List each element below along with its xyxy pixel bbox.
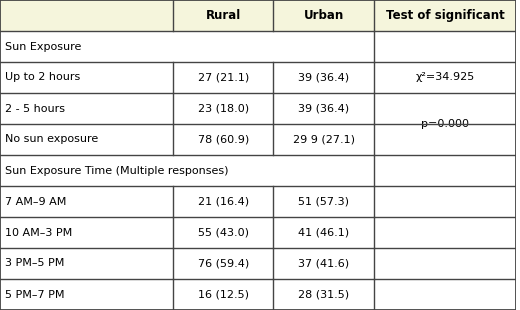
Text: 37 (41.6): 37 (41.6)	[298, 259, 349, 268]
Text: 29 9 (27.1): 29 9 (27.1)	[293, 135, 355, 144]
Text: Sun Exposure Time (Multiple responses): Sun Exposure Time (Multiple responses)	[5, 166, 229, 175]
Bar	[0, 155, 516, 186]
Text: 28 (31.5): 28 (31.5)	[298, 290, 349, 299]
Text: Urban: Urban	[304, 9, 344, 22]
Text: 5 PM–7 PM: 5 PM–7 PM	[5, 290, 64, 299]
Bar	[0, 31, 516, 62]
Bar	[274, 0, 374, 31]
Text: 27 (21.1): 27 (21.1)	[198, 73, 249, 82]
Bar	[374, 0, 516, 31]
Text: Test of significant: Test of significant	[386, 9, 504, 22]
Text: 76 (59.4): 76 (59.4)	[198, 259, 249, 268]
Text: 51 (57.3): 51 (57.3)	[298, 197, 349, 206]
Bar	[0, 217, 516, 248]
Text: p=0.000: p=0.000	[421, 119, 469, 129]
Bar	[0, 279, 516, 310]
Text: Up to 2 hours: Up to 2 hours	[5, 73, 81, 82]
Bar	[0, 186, 516, 217]
Bar	[173, 0, 274, 31]
Text: 2 - 5 hours: 2 - 5 hours	[5, 104, 65, 113]
Text: 23 (18.0): 23 (18.0)	[198, 104, 249, 113]
Text: 7 AM–9 AM: 7 AM–9 AM	[5, 197, 67, 206]
Text: 39 (36.4): 39 (36.4)	[298, 104, 349, 113]
Bar	[0, 0, 173, 31]
Text: 39 (36.4): 39 (36.4)	[298, 73, 349, 82]
Text: 16 (12.5): 16 (12.5)	[198, 290, 249, 299]
Text: χ²=34.925: χ²=34.925	[415, 73, 475, 82]
Bar	[0, 248, 516, 279]
Text: No sun exposure: No sun exposure	[5, 135, 98, 144]
Bar	[0, 93, 516, 124]
Bar	[0, 62, 516, 93]
Text: 55 (43.0): 55 (43.0)	[198, 228, 249, 237]
Text: 41 (46.1): 41 (46.1)	[298, 228, 349, 237]
Text: 78 (60.9): 78 (60.9)	[198, 135, 249, 144]
Text: 21 (16.4): 21 (16.4)	[198, 197, 249, 206]
Text: 3 PM–5 PM: 3 PM–5 PM	[5, 259, 64, 268]
Text: Sun Exposure: Sun Exposure	[5, 42, 82, 51]
Text: 10 AM–3 PM: 10 AM–3 PM	[5, 228, 72, 237]
Text: Rural: Rural	[205, 9, 241, 22]
Bar	[0, 124, 516, 155]
